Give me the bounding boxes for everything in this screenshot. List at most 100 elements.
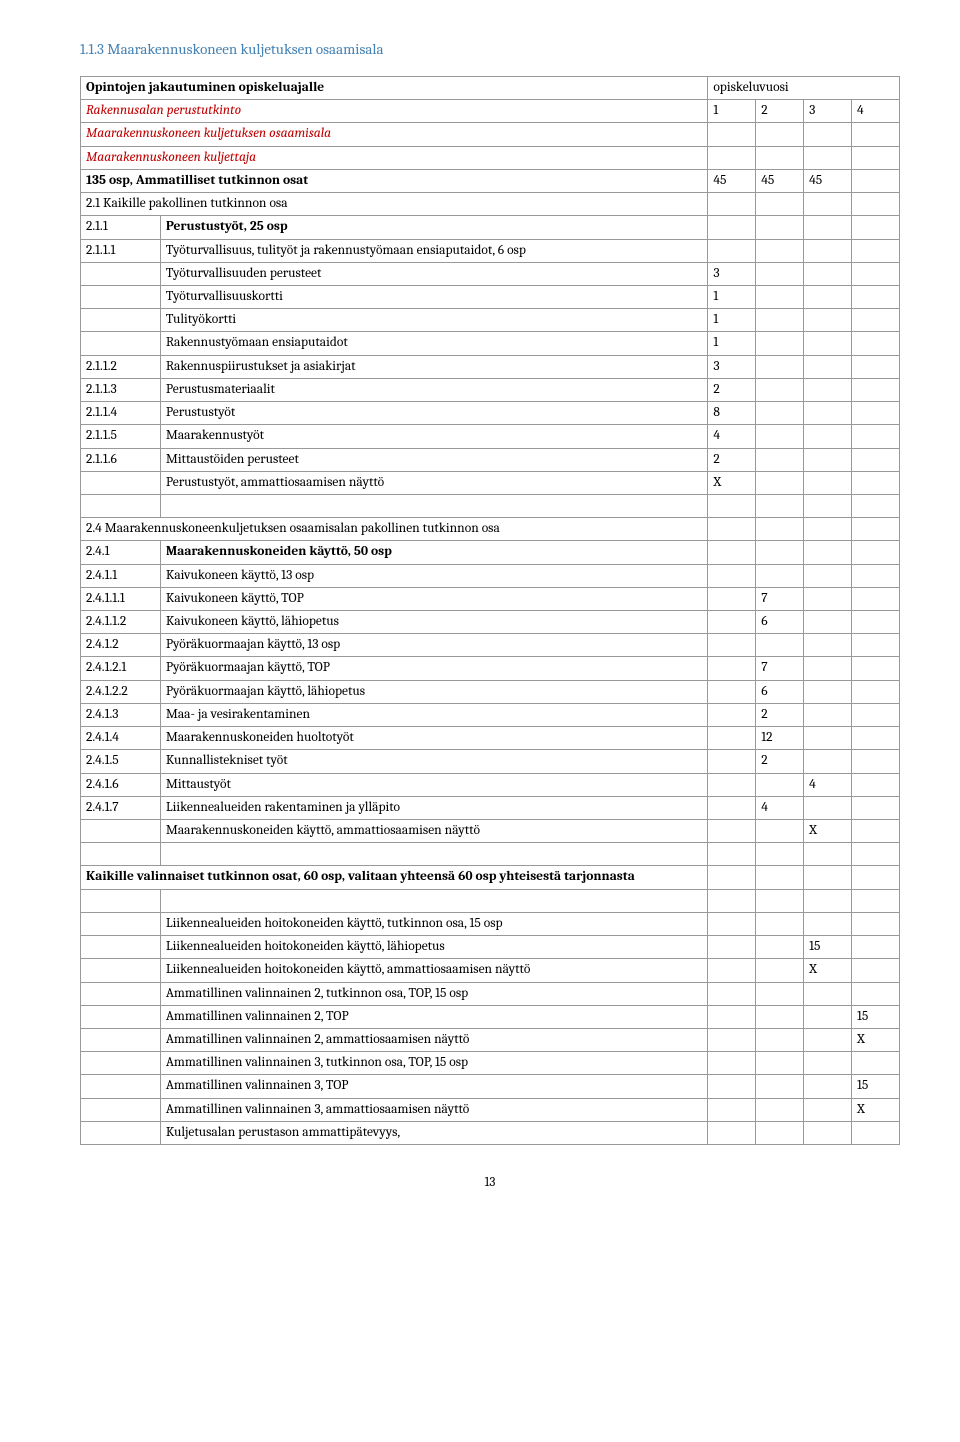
cell — [804, 448, 852, 471]
cell — [81, 494, 161, 517]
cell: 2.1.1.5 — [81, 425, 161, 448]
cell — [708, 564, 756, 587]
cell — [708, 936, 756, 959]
cell — [852, 332, 900, 355]
cell: Työturvallisuuskortti — [160, 285, 708, 308]
cell — [804, 727, 852, 750]
table-row: 2.4.1Maarakennuskoneiden käyttö, 50 osp — [81, 541, 900, 564]
cell — [708, 866, 756, 889]
cell — [852, 773, 900, 796]
cell — [708, 703, 756, 726]
cell — [708, 634, 756, 657]
cell: Ammatillinen valinnainen 2, TOP — [160, 1005, 708, 1028]
cell: 2.4.1.2.1 — [81, 657, 161, 680]
table-row: Rakennustyömaan ensiaputaidot1 — [81, 332, 900, 355]
cell: 7 — [756, 587, 804, 610]
table-row: 2.1.1.5Maarakennustyöt4 — [81, 425, 900, 448]
cell — [708, 1075, 756, 1098]
cell: 1 — [708, 309, 756, 332]
cell: Perustustyöt — [160, 402, 708, 425]
cell — [852, 680, 900, 703]
cell: 2.1.1 — [81, 216, 161, 239]
cell — [708, 959, 756, 982]
cell: 12 — [756, 727, 804, 750]
cell — [756, 843, 804, 866]
cell — [708, 146, 756, 169]
cell: 1 — [708, 100, 756, 123]
table-row: Kaikille valinnaiset tutkinnon osat, 60 … — [81, 866, 900, 889]
cell — [804, 146, 852, 169]
cell: 2.4.1.3 — [81, 703, 161, 726]
table-row: Ammatillinen valinnainen 3, tutkinnon os… — [81, 1052, 900, 1075]
cell — [852, 123, 900, 146]
cell: Maarakennustyöt — [160, 425, 708, 448]
cell — [852, 564, 900, 587]
cell: Rakennusalan perustutkinto — [81, 100, 708, 123]
table-row: 2.1.1Perustustyöt, 25 osp — [81, 216, 900, 239]
cell — [804, 355, 852, 378]
cell — [81, 820, 161, 843]
cell — [852, 820, 900, 843]
cell — [708, 796, 756, 819]
cell — [160, 843, 708, 866]
cell — [160, 889, 708, 912]
cell — [756, 936, 804, 959]
table-row — [81, 843, 900, 866]
cell — [81, 262, 161, 285]
cell — [756, 518, 804, 541]
cell: 4 — [804, 773, 852, 796]
cell — [756, 1075, 804, 1098]
cell — [756, 402, 804, 425]
cell — [852, 959, 900, 982]
cell: X — [804, 820, 852, 843]
cell — [756, 912, 804, 935]
cell: X — [852, 1028, 900, 1051]
cell — [804, 680, 852, 703]
cell — [852, 262, 900, 285]
cell — [804, 425, 852, 448]
table-row: 2.1.1.2Rakennuspiirustukset ja asiakirja… — [81, 355, 900, 378]
cell — [804, 216, 852, 239]
cell: 2.4.1.7 — [81, 796, 161, 819]
cell — [756, 541, 804, 564]
cell: 6 — [756, 680, 804, 703]
table-row: Perustustyöt, ammattiosaamisen näyttöX — [81, 471, 900, 494]
cell — [81, 1121, 161, 1144]
cell: 15 — [852, 1075, 900, 1098]
cell — [756, 285, 804, 308]
cell — [804, 982, 852, 1005]
cell: 135 osp, Ammatilliset tutkinnon osat — [81, 169, 708, 192]
cell — [81, 1075, 161, 1098]
table-row: Tulityökortti1 — [81, 309, 900, 332]
cell: Mittaustyöt — [160, 773, 708, 796]
cell — [756, 378, 804, 401]
cell — [81, 309, 161, 332]
cell — [852, 518, 900, 541]
cell — [852, 541, 900, 564]
cell — [756, 494, 804, 517]
cell — [852, 796, 900, 819]
cell — [852, 889, 900, 912]
table-row: 2.4.1.2Pyöräkuormaajan käyttö, 13 osp — [81, 634, 900, 657]
cell: 1 — [708, 285, 756, 308]
cell — [708, 1052, 756, 1075]
cell — [756, 471, 804, 494]
cell — [756, 309, 804, 332]
cell — [756, 355, 804, 378]
cell: 45 — [804, 169, 852, 192]
cell — [81, 1052, 161, 1075]
cell — [708, 494, 756, 517]
cell — [160, 494, 708, 517]
cell: 2.1.1.1 — [81, 239, 161, 262]
cell — [804, 1121, 852, 1144]
cell — [756, 634, 804, 657]
cell: Rakennuspiirustukset ja asiakirjat — [160, 355, 708, 378]
table-row: 2.1.1.3Perustusmateriaalit2 — [81, 378, 900, 401]
cell — [852, 982, 900, 1005]
cell: 2.1 Kaikille pakollinen tutkinnon osa — [81, 193, 708, 216]
cell — [852, 936, 900, 959]
cell: Ammatillinen valinnainen 2, tutkinnon os… — [160, 982, 708, 1005]
cell: Liikennealueiden hoitokoneiden käyttö, l… — [160, 936, 708, 959]
cell — [852, 750, 900, 773]
cell — [804, 402, 852, 425]
